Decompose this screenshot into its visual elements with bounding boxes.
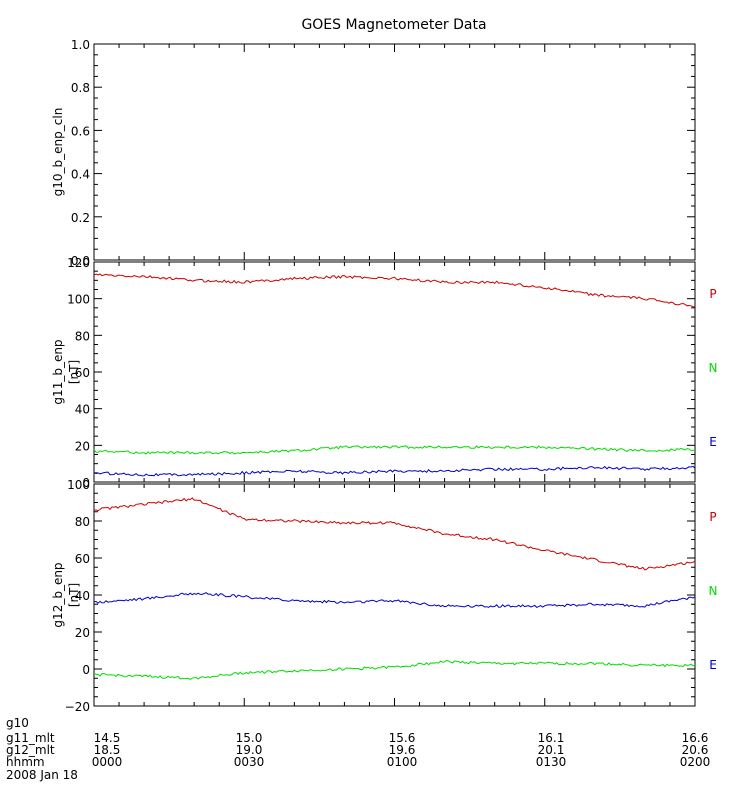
- legend-p: P: [709, 287, 716, 301]
- y-tick-label: 40: [75, 589, 90, 603]
- y-axis-label: g12_b_enp: [51, 562, 65, 627]
- y-tick-label: 0.6: [71, 124, 90, 138]
- date-label: 2008 Jan 18: [6, 768, 78, 782]
- x-row-value: 20.1: [538, 743, 565, 757]
- x-row-label: hhmm: [6, 755, 45, 769]
- series-line-e: [93, 465, 696, 477]
- x-row-value: 16.1: [538, 731, 565, 745]
- y-tick-label: 1.0: [71, 38, 90, 52]
- y-tick-label: 80: [75, 515, 90, 529]
- x-row-value: 18.5: [94, 743, 121, 757]
- y-tick-label: 60: [75, 552, 90, 566]
- x-row-label: g10: [6, 716, 29, 730]
- y-tick-label: 40: [75, 403, 90, 417]
- x-row-value: 16.6: [682, 731, 709, 745]
- legend-n: N: [709, 361, 718, 375]
- y-tick-label: 0.4: [71, 168, 90, 182]
- x-row-value: 0030: [234, 755, 265, 769]
- series-line-n: [93, 445, 696, 455]
- y-axis-label: g11_b_enp: [51, 339, 65, 404]
- y-axis-label: g10_b_enp_cln: [51, 108, 65, 197]
- x-row-value: 15.0: [236, 731, 263, 745]
- x-row-label: g11_mlt: [6, 731, 55, 745]
- y-axis-unit: [nT]: [67, 583, 81, 607]
- x-row-value: 0000: [92, 755, 123, 769]
- x-row-value: 0200: [680, 755, 711, 769]
- x-row-value: 19.6: [389, 743, 416, 757]
- series-line-n: [93, 659, 696, 680]
- chart-title: GOES Magnetometer Data: [301, 17, 486, 33]
- y-tick-label: 80: [75, 329, 90, 343]
- series-line-p: [93, 273, 696, 308]
- y-tick-label: 0.8: [71, 81, 90, 95]
- x-row-label: g12_mlt: [6, 743, 55, 757]
- x-row-value: 20.6: [682, 743, 709, 757]
- legend-e: E: [709, 658, 717, 672]
- x-row-value: 0130: [536, 755, 567, 769]
- panel-2-frame: [93, 261, 696, 483]
- y-tick-label: 0: [82, 476, 90, 490]
- legend-p: P: [709, 510, 716, 524]
- panel-3-frame: [93, 483, 696, 707]
- y-tick-label: 20: [75, 626, 90, 640]
- x-row-value: 0100: [387, 755, 418, 769]
- x-row-value: 14.5: [94, 731, 121, 745]
- y-tick-label: 60: [75, 366, 90, 380]
- legend-n: N: [709, 584, 718, 598]
- panel-1-frame: [93, 43, 696, 261]
- x-row-value: 15.6: [389, 731, 416, 745]
- y-tick-label: 0.0: [71, 254, 90, 268]
- series-line-p: [93, 497, 696, 571]
- y-tick-label: 100: [67, 293, 90, 307]
- y-tick-label: 0: [82, 663, 90, 677]
- y-tick-label: 0.2: [71, 211, 90, 225]
- y-tick-label: 100: [67, 478, 90, 492]
- y-tick-label: 20: [75, 439, 90, 453]
- y-tick-label: 120: [67, 256, 90, 270]
- y-tick-label: −20: [65, 700, 90, 714]
- x-row-value: 19.0: [236, 743, 263, 757]
- series-line-e: [93, 592, 696, 608]
- y-axis-unit: [nT]: [67, 360, 81, 384]
- legend-e: E: [709, 435, 717, 449]
